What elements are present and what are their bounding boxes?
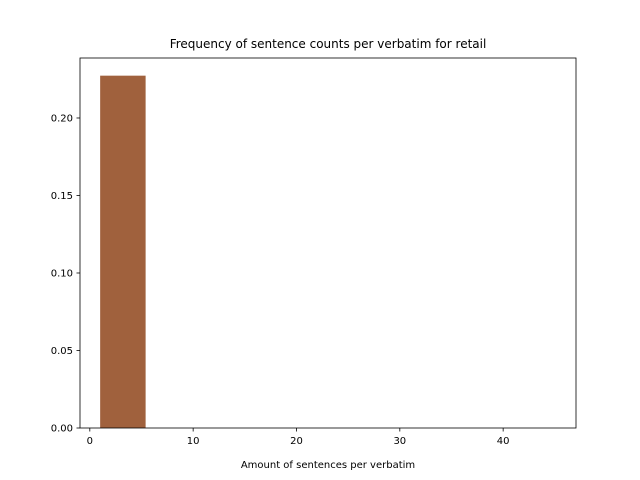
- x-tick-label-0: 0: [87, 436, 93, 447]
- histogram-bar-0: [100, 75, 146, 428]
- y-tick-label-0: 0.00: [51, 424, 73, 435]
- x-tick-label-2: 20: [290, 436, 303, 447]
- chart-title: Frequency of sentence counts per verbati…: [170, 37, 487, 51]
- y-tick-label-1: 0.05: [51, 346, 73, 357]
- x-tick-label-4: 40: [497, 436, 510, 447]
- y-tick-label-3: 0.15: [51, 191, 73, 202]
- bars-layer: [100, 75, 146, 428]
- y-tick-label-2: 0.10: [51, 268, 73, 279]
- x-tick-label-1: 10: [187, 436, 200, 447]
- y-axis: 0.00 0.05 0.10 0.15 0.20: [51, 113, 80, 435]
- x-tick-label-3: 30: [393, 436, 406, 447]
- x-axis-label: Amount of sentences per verbatim: [241, 460, 415, 471]
- y-tick-label-4: 0.20: [51, 113, 73, 124]
- plot-area-frame: [79, 57, 577, 429]
- x-axis: 0 10 20 30 40: [87, 428, 510, 447]
